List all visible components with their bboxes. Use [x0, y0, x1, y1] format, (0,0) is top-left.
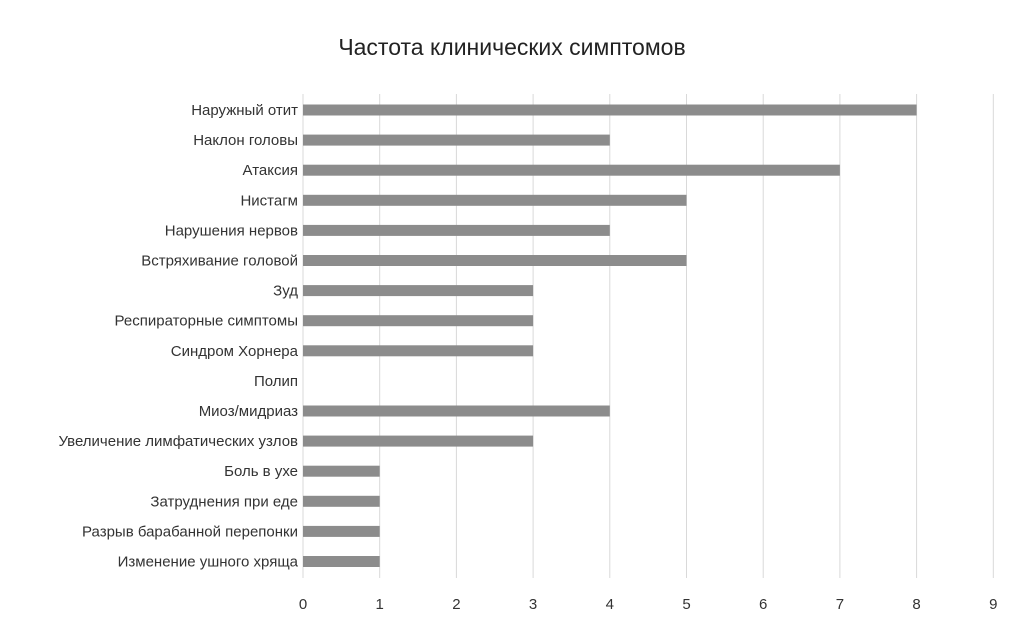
bar — [303, 194, 687, 206]
x-tick-label: 0 — [299, 596, 307, 613]
category-label: Наклон головы — [193, 132, 298, 149]
category-label: Затруднения при еде — [150, 493, 298, 510]
x-tick-label: 5 — [682, 596, 690, 613]
x-tick-label: 6 — [759, 596, 767, 613]
bar — [303, 134, 610, 146]
category-label: Изменение ушного хряща — [118, 554, 299, 571]
category-label: Увеличение лимфатических узлов — [58, 433, 298, 450]
bar — [303, 285, 534, 297]
bar — [303, 345, 534, 357]
bar — [303, 465, 380, 477]
x-tick-label: 3 — [529, 596, 537, 613]
bar — [303, 405, 610, 417]
category-label: Атаксия — [243, 162, 298, 179]
bar — [303, 164, 840, 176]
x-tick-label: 9 — [989, 596, 997, 613]
x-tick-label: 2 — [452, 596, 460, 613]
x-tick-label: 4 — [606, 596, 614, 613]
category-label: Зуд — [273, 283, 298, 300]
x-tick-label: 8 — [912, 596, 920, 613]
category-label: Боль в ухе — [224, 463, 298, 480]
bar — [303, 525, 380, 537]
category-label: Респираторные симптомы — [115, 313, 298, 330]
bar — [303, 556, 380, 567]
bar — [303, 495, 380, 507]
category-label: Встряхивание головой — [141, 253, 298, 270]
bar — [303, 435, 534, 447]
category-label: Наружный отит — [191, 102, 298, 119]
category-label: Нарушения нервов — [165, 222, 298, 239]
bar — [303, 255, 687, 266]
chart-title: Частота клинических симптомов — [338, 34, 686, 60]
category-label: Полип — [254, 373, 298, 390]
category-label: Разрыв барабанной перепонки — [82, 523, 298, 540]
x-tick-label: 1 — [376, 596, 384, 613]
category-label: Синдром Хорнера — [171, 343, 299, 360]
bar — [303, 224, 610, 236]
bar — [303, 104, 917, 116]
x-tick-label: 7 — [836, 596, 844, 613]
category-label: Нистагм — [240, 192, 298, 209]
category-label: Миоз/мидриаз — [199, 403, 298, 420]
bar — [303, 315, 534, 327]
